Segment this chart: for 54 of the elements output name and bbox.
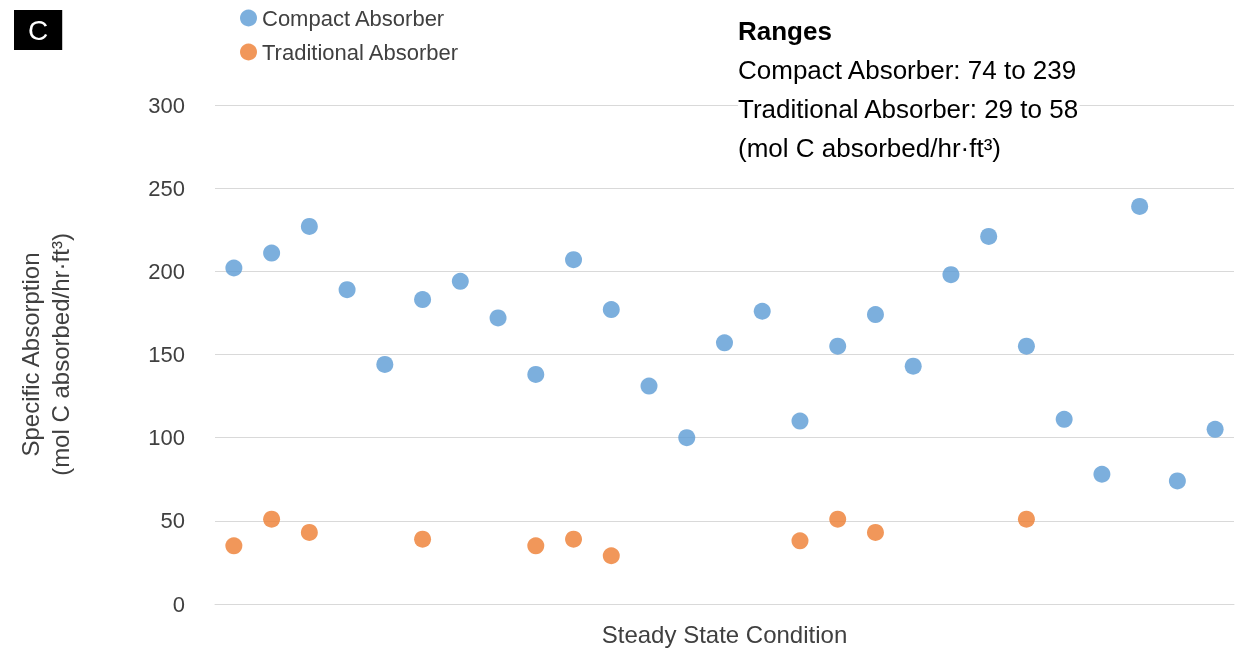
y-axis-title: Specific Absorption (mol C absorbed/hr·ft³) xyxy=(16,233,74,476)
point xyxy=(1168,472,1186,490)
y-tick-label: 0 xyxy=(172,591,185,617)
y-tick-label: 100 xyxy=(148,425,185,451)
x-axis-title: Steady State Condition xyxy=(601,620,848,648)
point xyxy=(829,337,847,355)
y-tick-label: 250 xyxy=(148,175,185,201)
y-tick-label: 300 xyxy=(148,92,185,118)
point xyxy=(980,227,998,245)
point xyxy=(602,301,620,319)
text: C xyxy=(28,14,49,46)
y-tick-label: 50 xyxy=(160,508,185,534)
point xyxy=(1093,465,1111,483)
point xyxy=(829,510,847,528)
y-tick-label: 150 xyxy=(148,342,185,367)
point xyxy=(565,251,583,269)
point xyxy=(1206,420,1224,438)
point xyxy=(225,259,243,277)
point xyxy=(1017,510,1035,528)
point xyxy=(1017,337,1035,355)
point xyxy=(1131,197,1149,215)
point xyxy=(225,537,243,555)
point xyxy=(414,530,432,548)
point xyxy=(942,266,960,284)
point xyxy=(565,530,583,548)
point xyxy=(716,334,733,352)
point xyxy=(791,532,809,550)
point xyxy=(263,244,281,262)
point xyxy=(866,306,884,324)
legend-label: Traditional Absorber xyxy=(262,39,459,65)
point xyxy=(338,281,356,299)
point xyxy=(414,291,432,309)
legend-label: Compact Absorber xyxy=(262,5,445,31)
annotation: Traditional Absorber: 29 to 58 xyxy=(738,94,1079,124)
point xyxy=(376,355,394,373)
text: Compact Absorber: 74 to 239 xyxy=(738,55,1077,85)
point xyxy=(489,309,507,327)
point xyxy=(527,537,545,555)
point xyxy=(904,357,922,375)
point xyxy=(300,217,318,235)
point xyxy=(753,302,771,320)
point xyxy=(866,523,884,541)
annotation: (mol C absorbed/hr·ft³) xyxy=(738,133,1001,163)
text: Ranges xyxy=(738,16,832,46)
point xyxy=(300,523,318,541)
point xyxy=(640,377,658,395)
y-tick-label: 200 xyxy=(148,258,185,284)
point xyxy=(791,412,809,430)
point xyxy=(451,272,469,290)
point xyxy=(602,547,620,565)
point xyxy=(678,429,696,447)
point xyxy=(527,365,545,383)
point xyxy=(1055,410,1073,428)
point xyxy=(263,510,281,528)
